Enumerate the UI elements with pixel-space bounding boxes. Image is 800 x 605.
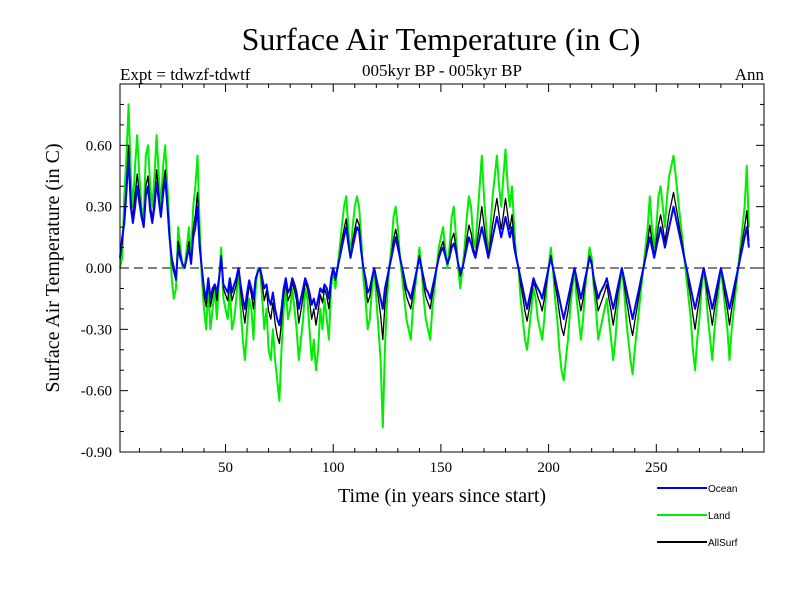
legend: Ocean Land AllSurf bbox=[657, 484, 738, 549]
y-tick-label: 0.60 bbox=[86, 138, 112, 154]
x-tick-label: 150 bbox=[430, 460, 453, 476]
y-tick-label: -0.60 bbox=[81, 384, 112, 400]
series-line-ocean bbox=[119, 154, 750, 327]
chart-subtitle: 005kyr BP - 005kyr BP bbox=[362, 61, 522, 80]
x-tick-label: 200 bbox=[537, 460, 560, 476]
y-tick-label: -0.90 bbox=[81, 445, 112, 461]
y-axis-label: Surface Air Temperature (in C) bbox=[42, 143, 64, 392]
legend-label-ocean: Ocean bbox=[708, 484, 737, 495]
plot-area bbox=[119, 103, 764, 429]
axes: 50 100 150 200 250 0.60 0.30 0.00 -0.30 -0.60 -0.9… bbox=[81, 84, 764, 476]
season-label: Ann bbox=[735, 65, 765, 84]
x-tick-label: 100 bbox=[322, 460, 345, 476]
y-tick-label: -0.30 bbox=[81, 322, 112, 338]
y-tick-label: 0.30 bbox=[86, 200, 112, 216]
series-line-land bbox=[119, 103, 750, 429]
legend-label-land: Land bbox=[708, 511, 730, 522]
chart-title: Surface Air Temperature (in C) bbox=[242, 21, 641, 57]
legend-label-allsurf: AllSurf bbox=[708, 538, 738, 549]
experiment-label: Expt = tdwzf-tdwtf bbox=[120, 65, 251, 84]
x-tick-label: 250 bbox=[645, 460, 668, 476]
y-tick-label: 0.00 bbox=[86, 261, 112, 277]
x-tick-label: 50 bbox=[218, 460, 233, 476]
x-axis-label: Time (in years since start) bbox=[338, 485, 546, 507]
